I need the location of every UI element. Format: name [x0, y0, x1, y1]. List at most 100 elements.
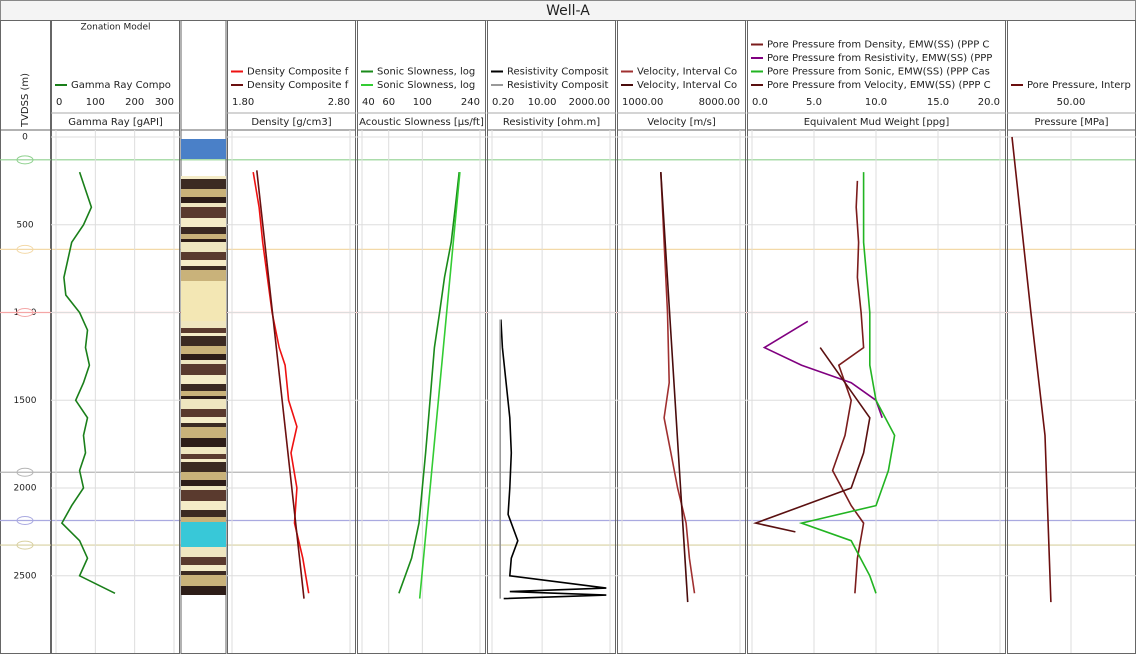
litho-bed [181, 346, 226, 354]
track-header: Zonation Model [80, 23, 150, 33]
x-tick-label: 40 [362, 97, 375, 108]
x-tick-label: 0.20 [492, 97, 514, 108]
legend-label: Resistivity Composit [507, 80, 609, 91]
curve [660, 172, 696, 594]
legend-label: Sonic Slowness, log [377, 67, 475, 78]
litho-bed [181, 321, 226, 328]
curve [660, 172, 689, 603]
litho-bed [181, 239, 226, 242]
x-tick-label: 20.0 [978, 97, 1000, 108]
legend-label: Sonic Slowness, log [377, 80, 475, 91]
legend-label: Pore Pressure from Resistivity, EMW(SS) … [767, 53, 992, 64]
x-axis-label: Equivalent Mud Weight [ppg] [804, 117, 950, 128]
x-axis-label: Resistivity [ohm.m] [503, 117, 600, 128]
curve [256, 170, 305, 599]
curve [60, 171, 116, 595]
litho-bed [181, 364, 226, 375]
litho-bed [181, 384, 226, 391]
litho-bed [181, 517, 226, 522]
curve [418, 172, 461, 599]
litho-bed [181, 438, 226, 447]
litho-bed [181, 227, 226, 234]
x-tick-label: 200 [125, 97, 144, 108]
log-track: Velocity [m/s] 1000.00 8000.00 Velocity, In… [617, 20, 746, 654]
litho-bed [181, 396, 226, 399]
legend-label: Pore Pressure from Sonic, EMW(SS) (PPP C… [767, 67, 990, 78]
depth-tick-label: 500 [16, 220, 33, 230]
log-track: Zonation Model Gamma Ray [gAPI] 0 100 200 300… [51, 20, 180, 654]
title: Well-A [546, 3, 590, 19]
lithology-column [180, 20, 227, 654]
litho-bed [181, 333, 226, 336]
litho-bed [181, 399, 226, 409]
litho-bed [181, 179, 226, 189]
litho-bed [181, 281, 226, 321]
x-tick-label: 50.00 [1057, 97, 1086, 108]
litho-bed [181, 423, 226, 427]
curve [1011, 136, 1052, 603]
litho-bed [181, 336, 226, 346]
curve [752, 347, 871, 533]
litho-bed [181, 270, 226, 281]
litho-bed [181, 354, 226, 360]
legend-label: Velocity, Interval Co [637, 67, 737, 78]
x-tick-label: 100 [86, 97, 105, 108]
litho-bed [181, 417, 226, 423]
litho-bed [181, 547, 226, 557]
depth-tick-label: 1500 [14, 396, 37, 406]
x-tick-label: 15.0 [927, 97, 949, 108]
x-axis-label: Density [g/cm3] [251, 117, 331, 128]
litho-bed [181, 197, 226, 203]
x-tick-label: 2000.00 [569, 97, 610, 108]
curve [798, 172, 896, 594]
legend-label: Pore Pressure, Interp [1027, 80, 1131, 91]
litho-bed [181, 472, 226, 480]
litho-bed [181, 242, 226, 252]
x-tick-label: 10.0 [865, 97, 887, 108]
x-tick-label: 2.80 [328, 97, 350, 108]
log-track: Equivalent Mud Weight [ppg] 0.0 5.0 10.0 15.… [747, 20, 1006, 654]
x-tick-label: 300 [155, 97, 174, 108]
log-track: Density [g/cm3] 1.80 2.80 Density Composite… [227, 20, 356, 654]
litho-bed [181, 486, 226, 490]
depth-axis-label: TVDSS (m) [20, 73, 31, 128]
litho-bed [181, 176, 226, 179]
litho-bed [181, 409, 226, 417]
litho-bed [181, 391, 226, 396]
x-tick-label: 8000.00 [699, 97, 740, 108]
x-axis-label: Pressure [MPa] [1034, 117, 1108, 128]
litho-bed [181, 234, 226, 239]
depth-tick-label: 2500 [14, 571, 37, 581]
litho-bed [181, 207, 226, 218]
litho-bed [181, 462, 226, 472]
litho-bed [181, 586, 226, 595]
legend-label: Gamma Ray Compo [71, 80, 171, 91]
legend-label: Density Composite f [247, 80, 349, 91]
legend-label: Pore Pressure from Velocity, EMW(SS) (PP… [767, 80, 991, 91]
x-tick-label: 1000.00 [622, 97, 663, 108]
litho-bed [181, 360, 226, 364]
litho-bed [181, 218, 226, 227]
litho-bed [181, 501, 226, 510]
litho-bed [181, 328, 226, 333]
litho-bed [181, 447, 226, 454]
litho-top [181, 139, 226, 159]
litho-bed [181, 557, 226, 565]
legend-label: Velocity, Interval Co [637, 80, 737, 91]
depth-tick-label: 0 [22, 133, 28, 143]
curve [500, 319, 607, 600]
litho-bed [181, 260, 226, 266]
litho-bed [181, 266, 226, 270]
x-axis-label: Gamma Ray [gAPI] [68, 117, 163, 128]
x-tick-label: 100 [413, 97, 432, 108]
x-axis-label: Acoustic Slowness [µs/ft] [359, 117, 484, 128]
litho-bed [181, 575, 226, 586]
litho-bed [181, 189, 226, 197]
litho-bed [181, 375, 226, 384]
litho-bed [181, 427, 226, 438]
litho-bed [181, 459, 226, 462]
x-tick-label: 240 [461, 97, 480, 108]
x-tick-label: 60 [382, 97, 395, 108]
curve [398, 172, 460, 594]
